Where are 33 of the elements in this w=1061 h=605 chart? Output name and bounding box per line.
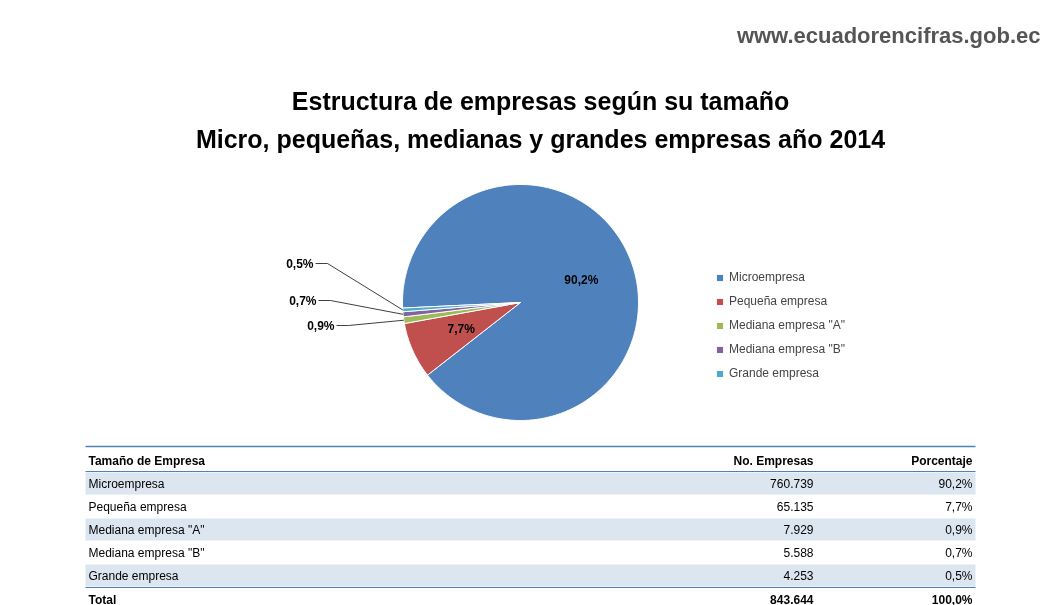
category-label: Mediana empresa "B" <box>88 545 205 560</box>
text: 100,0% <box>931 592 973 605</box>
legend-label: Microempresa <box>729 270 806 284</box>
text: 7,7% <box>945 499 973 514</box>
data-label: 7,7% <box>447 322 476 337</box>
legend-label: Mediana empresa "B" <box>729 342 845 356</box>
text: 7.929 <box>783 523 814 537</box>
legend-label: Grande empresa <box>729 366 820 380</box>
legend-label: Pequeña empresa <box>729 294 828 308</box>
text: Total <box>88 592 117 605</box>
text: www.ecuadorencifras.gob.ec <box>735 23 1041 48</box>
text: 5.588 <box>783 546 814 560</box>
text: 760.739 <box>770 477 814 491</box>
data-label: 90,2% <box>564 272 599 287</box>
text: 90,2% <box>938 476 973 491</box>
data-label: 0,9% <box>307 318 335 333</box>
category-label: Mediana empresa "A" <box>88 522 205 537</box>
text: 4.253 <box>783 569 814 583</box>
text: 843.644 <box>770 593 814 605</box>
data-label: 0,7% <box>289 293 317 308</box>
text: No. Empresas <box>733 453 814 468</box>
text: 0,7% <box>945 545 973 560</box>
legend-label: Mediana empresa "A" <box>729 318 845 332</box>
category-label: Microempresa <box>88 476 165 491</box>
chart-title: Estructura de empresas según su tamaño Micro, pequeñas, medianas y grandes empresas año 2014 <box>195 86 886 153</box>
data-label: 0,5% <box>286 256 314 271</box>
text: 0,9% <box>945 522 973 537</box>
category-label: Pequeña empresa <box>88 499 187 514</box>
category-label: Grande empresa <box>88 568 179 583</box>
text: 0,5% <box>945 568 973 583</box>
text: Porcentaje <box>911 453 973 468</box>
text: 65.135 <box>776 500 814 514</box>
text: Tamaño de Empresa <box>88 453 206 468</box>
